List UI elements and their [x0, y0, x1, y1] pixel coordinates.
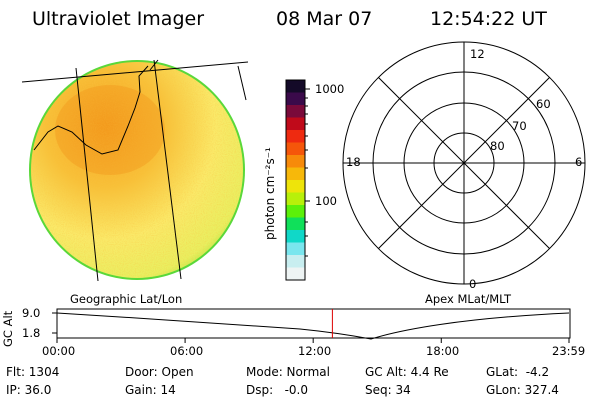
time-tick-2359: 23:59: [552, 344, 586, 358]
colorbar-stripe: [286, 255, 305, 269]
colorbar-ticks: [305, 88, 310, 257]
colorbar-stripe: [286, 267, 305, 281]
dsp-value: Dsp: -0.0: [246, 383, 309, 397]
sequence-value: Seq: 34: [365, 383, 411, 397]
mlat-label-80: 80: [490, 139, 505, 153]
colorbar-frame: [285, 79, 306, 281]
alt-tick-1-8: 1.8: [22, 326, 41, 340]
colorbar-stripe: [286, 92, 305, 106]
colorbar-stripe: [286, 192, 305, 206]
colorbar-stripe: [286, 155, 305, 169]
earth-disk-image: [29, 60, 245, 280]
colorbar-tick-100: 100: [315, 194, 337, 208]
mlt-label-6: 6: [575, 155, 583, 169]
time-tick-1800: 18:00: [426, 344, 460, 358]
time-label: 12:54:22 UT: [430, 8, 547, 30]
gain-value: Gain: 14: [125, 383, 176, 397]
geographic-label: Geographic Lat/Lon: [70, 292, 183, 306]
gc-alt-value: GC Alt: 4.4 Re: [365, 365, 449, 379]
apex-label: Apex MLat/MLT: [425, 292, 512, 306]
colorbar: [285, 79, 306, 281]
colorbar-stripe: [286, 230, 305, 244]
glat-value: GLat: -4.2: [486, 365, 550, 379]
colorbar-stripe: [286, 167, 305, 181]
colorbar-stripe: [286, 130, 305, 144]
colorbar-stripe: [286, 217, 305, 231]
glon-value: GLon: 327.4: [486, 383, 559, 397]
time-tick-0600: 06:00: [170, 344, 204, 358]
mlt-label-12: 12: [470, 47, 485, 61]
colorbar-stripe: [286, 180, 305, 194]
geo-grid-lines: [21, 59, 249, 282]
time-tick-1200: 12:00: [298, 344, 332, 358]
mlat-label-70: 70: [512, 119, 527, 133]
mlt-label-0: 0: [469, 277, 477, 291]
mlt-label-18: 18: [346, 155, 361, 169]
polar-plot: [342, 41, 586, 285]
time-tick-0000: 00:00: [42, 344, 76, 358]
flight-number: Flt: 1304: [6, 365, 60, 379]
altitude-plot: [52, 308, 571, 343]
colorbar-unit-label: photon cm⁻²s⁻¹: [263, 147, 277, 240]
colorbar-stripe: [286, 242, 305, 256]
colorbar-stripe: [286, 205, 305, 219]
mode-value: Mode: Normal: [246, 365, 330, 379]
date-label: 08 Mar 07: [276, 8, 373, 30]
alt-tick-9: 9.0: [22, 306, 41, 320]
colorbar-stripe: [286, 105, 305, 119]
colorbar-stripe: [286, 142, 305, 156]
door-status: Door: Open: [125, 365, 194, 379]
colorbar-tick-1000: 1000: [315, 82, 345, 96]
mlat-label-60: 60: [536, 97, 551, 111]
instrument-title: Ultraviolet Imager: [32, 8, 205, 30]
colorbar-stripe: [286, 80, 305, 94]
colorbar-stripe: [286, 117, 305, 131]
gc-alt-axis-label: GC Alt: [1, 310, 15, 347]
ip-value: IP: 36.0: [6, 383, 52, 397]
